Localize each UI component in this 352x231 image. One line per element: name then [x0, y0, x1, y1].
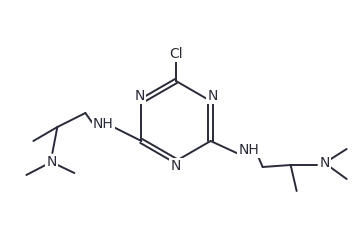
- Text: NH: NH: [93, 117, 114, 131]
- Text: N: N: [46, 155, 57, 169]
- Text: N: N: [171, 159, 181, 173]
- Text: N: N: [320, 156, 330, 170]
- Text: N: N: [207, 89, 218, 103]
- Text: NH: NH: [238, 143, 259, 157]
- Text: Cl: Cl: [169, 47, 183, 61]
- Text: N: N: [134, 89, 145, 103]
